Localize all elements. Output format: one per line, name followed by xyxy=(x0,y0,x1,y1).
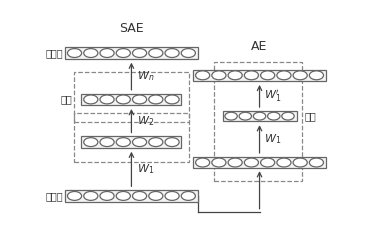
Circle shape xyxy=(196,158,210,167)
Text: 重构层: 重构层 xyxy=(305,70,322,80)
Bar xyxy=(81,94,182,105)
Bar xyxy=(223,111,296,121)
Circle shape xyxy=(196,71,210,80)
Circle shape xyxy=(116,192,130,200)
Circle shape xyxy=(293,71,307,80)
Circle shape xyxy=(84,49,98,58)
Circle shape xyxy=(239,112,252,120)
Circle shape xyxy=(277,158,291,167)
Circle shape xyxy=(116,95,130,104)
Circle shape xyxy=(84,95,98,104)
Circle shape xyxy=(100,192,114,200)
Text: $W_1$: $W_1$ xyxy=(137,162,154,176)
Circle shape xyxy=(165,95,179,104)
Circle shape xyxy=(228,158,242,167)
Bar xyxy=(74,113,189,162)
Bar xyxy=(193,70,326,81)
Circle shape xyxy=(84,192,98,200)
Circle shape xyxy=(84,138,98,147)
Circle shape xyxy=(165,192,179,200)
Bar xyxy=(65,190,198,202)
Circle shape xyxy=(149,49,163,58)
Circle shape xyxy=(244,71,258,80)
Circle shape xyxy=(149,95,163,104)
Circle shape xyxy=(133,49,147,58)
Circle shape xyxy=(212,158,226,167)
Text: 隐层: 隐层 xyxy=(305,111,316,121)
Circle shape xyxy=(100,95,114,104)
Text: $W_n$: $W_n$ xyxy=(137,69,154,83)
Text: 输入层: 输入层 xyxy=(46,191,63,201)
Circle shape xyxy=(68,49,82,58)
Circle shape xyxy=(68,192,82,200)
Circle shape xyxy=(228,71,242,80)
Text: $W_1$: $W_1$ xyxy=(264,132,281,146)
Text: 隐层: 隐层 xyxy=(61,94,73,104)
Circle shape xyxy=(261,158,275,167)
Text: SAE: SAE xyxy=(119,22,144,35)
Circle shape xyxy=(277,71,291,80)
Text: AE: AE xyxy=(251,40,268,53)
Bar xyxy=(214,62,302,181)
Text: $W_1'$: $W_1'$ xyxy=(264,88,281,104)
Circle shape xyxy=(282,112,294,120)
Circle shape xyxy=(116,49,130,58)
Bar xyxy=(74,72,189,122)
Circle shape xyxy=(165,49,179,58)
Bar xyxy=(81,136,182,148)
Circle shape xyxy=(225,112,237,120)
Circle shape xyxy=(149,138,163,147)
Bar xyxy=(193,157,326,168)
Circle shape xyxy=(181,49,195,58)
Circle shape xyxy=(100,138,114,147)
Circle shape xyxy=(261,71,275,80)
Circle shape xyxy=(116,138,130,147)
Circle shape xyxy=(293,158,307,167)
Circle shape xyxy=(100,49,114,58)
Circle shape xyxy=(181,192,195,200)
Circle shape xyxy=(212,71,226,80)
Circle shape xyxy=(268,112,280,120)
Circle shape xyxy=(149,192,163,200)
Text: 输出层: 输出层 xyxy=(46,48,63,58)
Circle shape xyxy=(165,138,179,147)
Circle shape xyxy=(133,192,147,200)
Circle shape xyxy=(133,95,147,104)
Circle shape xyxy=(309,158,323,167)
Bar xyxy=(65,47,198,59)
Circle shape xyxy=(133,138,147,147)
Text: 输入层: 输入层 xyxy=(305,158,322,167)
Circle shape xyxy=(253,112,266,120)
Circle shape xyxy=(244,158,258,167)
Circle shape xyxy=(309,71,323,80)
Text: $W_2$: $W_2$ xyxy=(137,114,154,128)
